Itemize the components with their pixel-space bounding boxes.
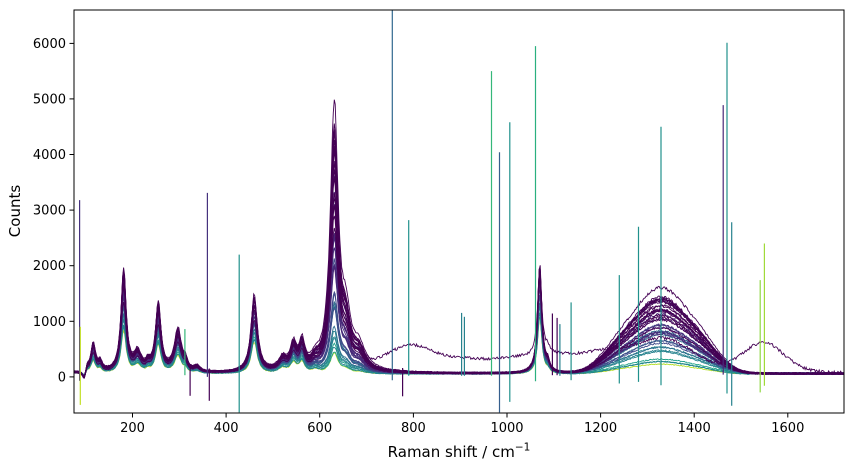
spectrum-line [74,99,844,378]
y-tick-label: 4000 [33,148,66,163]
spectrum-line [74,266,844,378]
y-tick-label: 2000 [33,259,66,274]
spectrum-line [74,129,844,378]
spectrum-line [74,149,844,378]
spectrum-line [74,204,844,378]
y-tick-label: 5000 [33,92,66,107]
spectrum-line [74,247,844,378]
x-tick-label: 1000 [490,421,523,436]
x-tick-label: 1200 [584,421,617,436]
axes-frame [73,9,845,414]
spectrum-line [74,177,844,377]
x-tick-label: 1400 [678,421,711,436]
spectrum-line [74,233,844,378]
spectrum-line [74,169,844,378]
spectrum-line [74,236,844,378]
axis-layer: 200 400 600 800 1000 1200 1400 1600 0 1000 2000 300… [33,37,804,436]
x-tick-label: 800 [401,421,426,436]
spectrum-line [74,192,844,378]
y-tick-label: 0 [58,370,66,385]
spectrum-line [74,175,844,378]
y-axis-label: Counts [6,185,24,238]
spectrum-line [74,150,844,378]
y-tick-label: 6000 [33,37,66,52]
spectrum-line [74,205,844,378]
y-tick-label: 3000 [33,204,66,219]
spectrum-line [74,139,844,378]
spectrum-line [74,145,844,378]
x-tick-label: 600 [307,421,332,436]
spectrum-line [74,161,844,379]
x-tick-label: 400 [214,421,239,436]
x-axis-label: Raman shift / cm−1 [388,442,531,462]
spectrum-line [74,238,844,377]
x-tick-label: 1600 [771,421,804,436]
spectrum-line [74,123,844,379]
x-tick-label: 200 [120,421,145,436]
spectrum-line [74,130,844,378]
spectrum-line [74,215,844,379]
plot-area [74,10,844,413]
y-tick-label: 1000 [33,315,66,330]
outlier-spectrum-line [74,227,844,378]
spectrum-line [74,258,844,378]
spectrum-line [74,265,844,376]
spectrum-line [74,232,844,378]
spectrum-line [74,198,844,377]
spectrum-line [74,191,844,377]
spectrum-line [74,263,844,377]
